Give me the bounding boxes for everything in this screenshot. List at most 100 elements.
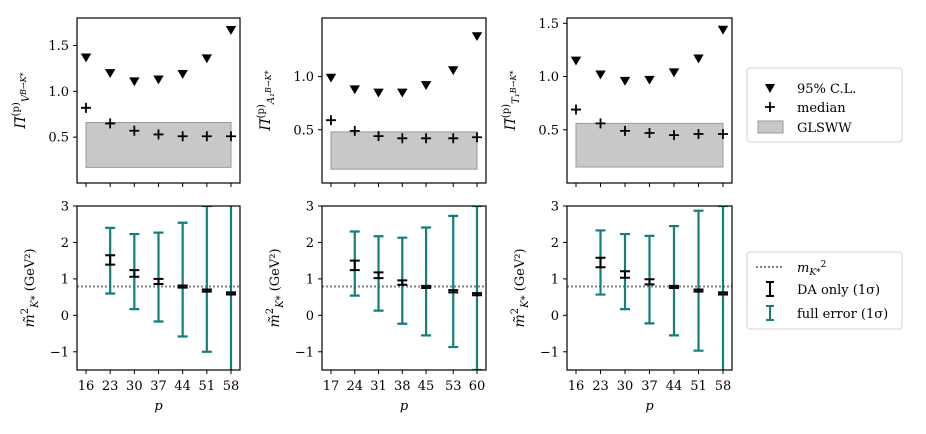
median-marker xyxy=(421,133,432,144)
legend-median-marker xyxy=(765,102,775,112)
median-marker xyxy=(326,115,336,126)
da-only-error-bar xyxy=(595,256,606,269)
full-error-bar xyxy=(693,209,704,352)
y-label-sub: A₁ xyxy=(266,93,277,105)
y-label-main: m̃ xyxy=(22,314,38,327)
y-label-sup: (p) xyxy=(11,102,22,116)
legend-glsww-patch xyxy=(757,120,784,134)
legend-label: mK*2 xyxy=(797,260,826,278)
legend-da-only-marker xyxy=(766,281,774,297)
y-axis-label: m̃2K* (GeV²) xyxy=(20,248,41,327)
legend-label-main: m xyxy=(797,261,809,276)
da-only-error-bar xyxy=(373,271,384,280)
y-label-main: Π̃ xyxy=(13,116,29,130)
legend-label-sub: K* xyxy=(808,268,821,278)
cl95-marker xyxy=(325,73,337,83)
legend-label: GLSWW xyxy=(797,121,852,136)
da-only-error-bar xyxy=(105,254,116,266)
cl95-marker xyxy=(349,85,360,95)
y-tick-label: −1 xyxy=(50,345,69,360)
x-tick-label: 30 xyxy=(126,379,143,394)
x-tick-label: 16 xyxy=(568,379,585,394)
legend-label: 95% C.L. xyxy=(797,82,856,97)
full-error-bar xyxy=(718,206,728,370)
y-label-sup: 2 xyxy=(265,308,276,314)
da-only-error-bar xyxy=(644,278,655,286)
y-tick-label: 1.0 xyxy=(48,85,69,100)
panels: 0.51.01.5Π̃(p)VB→K*0.51.0Π̃(p)A₁B→K*0.51… xyxy=(11,17,733,414)
full-error-bar xyxy=(153,231,164,323)
y-tick-label: 3 xyxy=(61,200,69,215)
da-only-error-bar xyxy=(201,288,212,293)
legend-label: DA only (1σ) xyxy=(797,283,880,298)
y-label-unit: (GeV²) xyxy=(513,248,528,295)
errorbars xyxy=(105,206,236,370)
median-marker xyxy=(349,125,360,136)
errorbars xyxy=(595,206,728,370)
cl95-marker xyxy=(129,77,140,87)
y-label-sup: (p) xyxy=(501,104,512,118)
full-error-bar xyxy=(421,226,432,337)
da-only-error-bar xyxy=(153,277,164,285)
y-tick-label: 1.0 xyxy=(538,70,559,85)
median-marker xyxy=(373,131,384,142)
y-tick-label: 2 xyxy=(306,236,314,251)
cl95-marker xyxy=(448,66,459,76)
legend-cl95-marker xyxy=(765,84,775,93)
y-label-sub: K* xyxy=(30,295,41,308)
y-label-subsup: B→K* xyxy=(264,70,273,94)
x-tick-label: 24 xyxy=(346,379,363,394)
da-only-error-bar xyxy=(448,289,459,294)
median-marker xyxy=(472,132,482,143)
full-error-bar xyxy=(229,206,233,370)
x-tick-label: 23 xyxy=(592,379,609,394)
panel-top-3: 0.5 1.0 1.5 Π̃(p)T₁B→K* xyxy=(501,17,733,187)
panel-top-1: 0.5 1.0 1.5 Π̃(p)VB→K* xyxy=(11,17,241,187)
legend-label-sup: 2 xyxy=(821,260,827,270)
y-tick-label: 1 xyxy=(551,272,559,287)
x-tick-label: 44 xyxy=(174,379,191,394)
median-marker xyxy=(718,129,728,140)
y-tick-label: 0.5 xyxy=(538,123,559,138)
x-tick-label: 58 xyxy=(223,379,240,394)
y-tick-label: 2 xyxy=(61,236,69,251)
y-label-main: m̃ xyxy=(512,314,528,327)
da-only-error-bar xyxy=(718,291,728,296)
median-marker xyxy=(177,131,188,142)
da-only-error-bar xyxy=(620,270,630,279)
x-tick-label: 17 xyxy=(323,379,340,394)
cl95-marker xyxy=(644,75,655,85)
x-tick-label: 58 xyxy=(715,379,732,394)
legend-full-error-marker xyxy=(766,305,774,321)
x-tick-label: 51 xyxy=(199,379,216,394)
cl95-marker xyxy=(619,76,631,86)
x-tick-label: 44 xyxy=(666,379,683,394)
y-tick-label: 2 xyxy=(551,236,559,251)
median-marker xyxy=(153,129,164,140)
full-error-bar xyxy=(201,206,212,353)
cl95-marker xyxy=(668,68,680,78)
y-label-sub: K* xyxy=(275,295,286,308)
legend-top-box xyxy=(746,67,903,143)
legends: 95% C.L. median GLSWW mK*2 DA only (1σ) full … xyxy=(746,67,903,330)
y-tick-label: 3 xyxy=(306,200,314,215)
cl95-marker xyxy=(80,53,92,63)
y-tick-label: 1.0 xyxy=(293,70,314,85)
da-only-error-bar xyxy=(129,269,140,278)
y-axis-label: Π̃(p)VB→K* xyxy=(11,72,32,129)
y-tick-label: 1 xyxy=(61,272,69,287)
x-tick-label: 60 xyxy=(469,379,486,394)
x-tick-label: 30 xyxy=(617,379,634,394)
y-tick-label: 0 xyxy=(61,309,69,324)
cl95-marker xyxy=(104,69,116,78)
axes-frame xyxy=(321,205,487,371)
cl95-marker xyxy=(717,25,729,35)
cl95-marker xyxy=(420,81,432,91)
y-tick-label: 1.5 xyxy=(538,17,559,32)
median-marker xyxy=(693,129,704,140)
cl95-marker xyxy=(225,26,237,35)
full-error-bar xyxy=(448,214,459,349)
y-label-main: m̃ xyxy=(267,314,283,327)
